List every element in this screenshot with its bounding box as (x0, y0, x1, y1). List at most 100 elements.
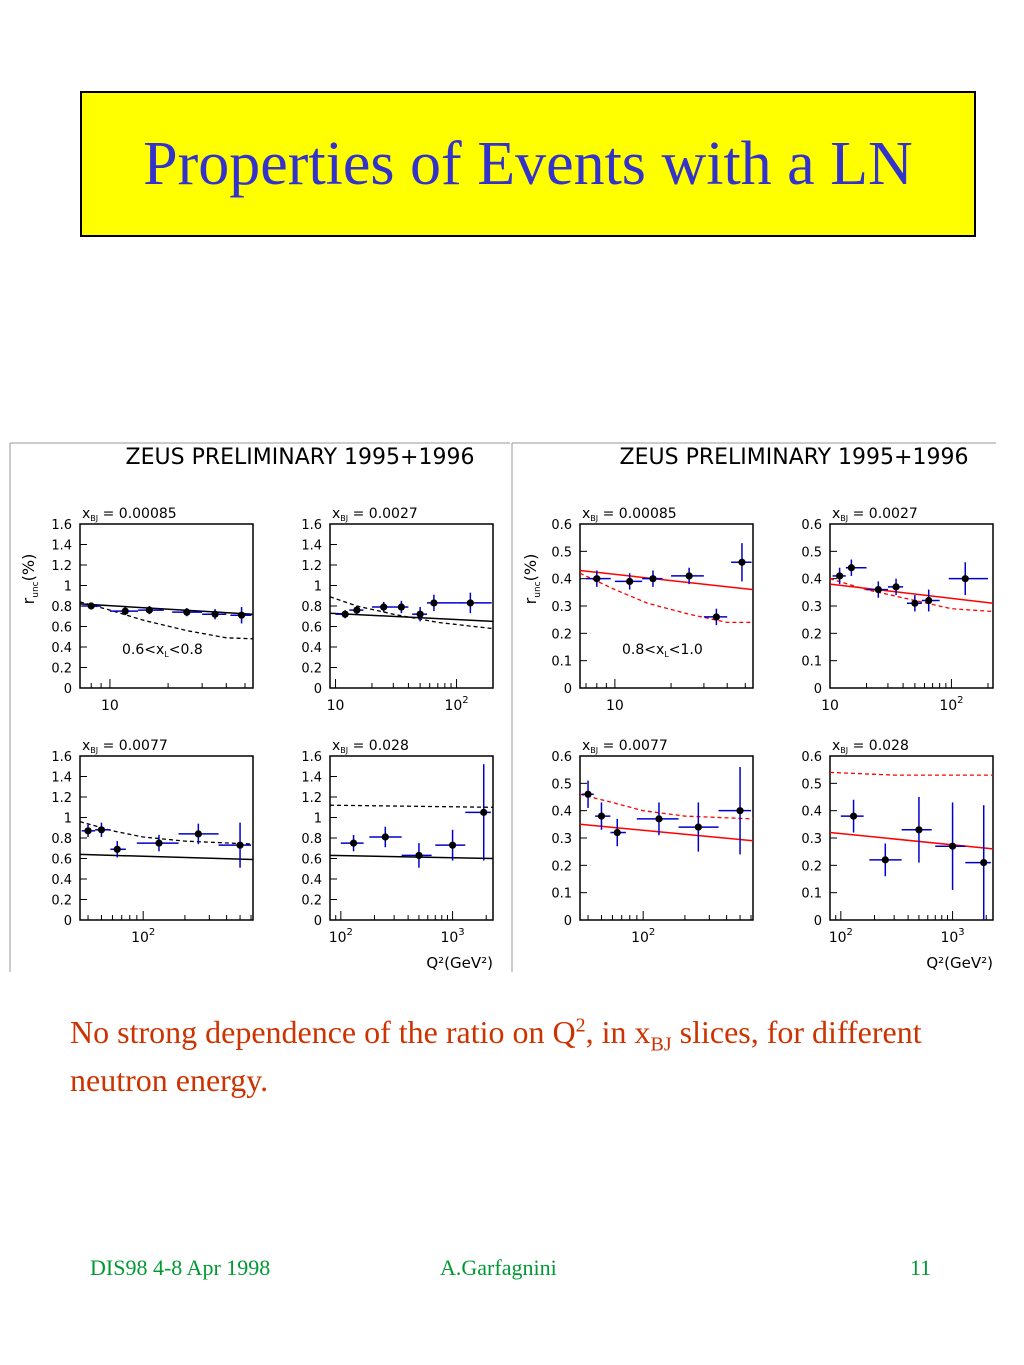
y-tick-label: 0.6 (801, 750, 822, 765)
y-tick-label: 0.6 (51, 621, 72, 636)
model-dashed-line (579, 793, 754, 820)
data-point (353, 606, 361, 614)
model-solid-line (829, 583, 994, 605)
y-tick-label: 0.4 (801, 805, 822, 820)
data-point (381, 833, 389, 841)
y-tick-label: 0.3 (801, 600, 822, 615)
y-tick-label: 0.8 (51, 832, 72, 847)
data-point (416, 610, 424, 618)
panel-frame (829, 523, 994, 689)
y-tick-label: 1 (314, 812, 322, 827)
panel-3: xBJ = 0.0077 0 0.2 0.4 0.6 0.8 1 1.2 1.4 1.6 102 (51, 738, 254, 946)
data-point (584, 790, 592, 798)
y-tick-label: 1.4 (301, 539, 322, 554)
data-point (341, 610, 349, 618)
data-point (597, 812, 606, 820)
data-point (881, 856, 889, 864)
x-tick-label: 102 (829, 927, 853, 946)
data-point (415, 851, 423, 860)
model-dashed-line (329, 596, 494, 630)
data-point (980, 859, 988, 867)
y-tick-label: 0.2 (801, 859, 822, 874)
x-tick-label: 102 (329, 927, 353, 946)
panel-2: xBJ = 0.0027 0 0.2 0.4 0.6 0.8 1 1.2 1.4 1.6 10 102 (301, 506, 494, 714)
y-axis-label: runc(%) (19, 554, 41, 605)
data-point (430, 599, 438, 607)
caption-text-1: No strong dependence of the ratio on Q (70, 1014, 576, 1050)
y-tick-label: 1.2 (51, 559, 72, 574)
y-tick-label: 1 (314, 580, 322, 595)
data-point (892, 583, 900, 591)
model-solid-line (579, 823, 754, 842)
panel-4: xBJ = 0.028 0 0.1 0.2 0.3 0.4 0.5 0.6 102 103 (801, 738, 994, 946)
data-point (849, 812, 858, 820)
y-tick-label: 0.4 (51, 641, 72, 656)
y-tick-label: 1.6 (301, 518, 322, 533)
data-point (211, 610, 219, 618)
footer-author: A.Garfagnini (440, 1255, 557, 1280)
model-dashed-line (79, 601, 254, 640)
model-dashed-line (829, 771, 993, 776)
y-axis-label: runc(%) (521, 554, 543, 605)
data-point (113, 845, 121, 853)
data-point (961, 575, 969, 583)
model-dashed-line (329, 804, 494, 808)
x-tick-label: 102 (631, 927, 655, 946)
y-tick-label: 0.1 (801, 887, 822, 902)
y-tick-label: 0.8 (301, 600, 322, 615)
y-tick-label: 0.3 (551, 600, 572, 615)
model-solid-line (829, 831, 994, 850)
data-point (84, 827, 92, 835)
y-tick-label: 0.5 (801, 545, 822, 560)
y-tick-label: 1.4 (51, 771, 72, 786)
data-point (593, 575, 601, 583)
panel-3: xBJ = 0.0077 0 0.1 0.2 0.3 0.4 0.5 0.6 102 (551, 738, 754, 946)
y-tick-label: 0.1 (801, 655, 822, 670)
y-tick-label: 0.6 (801, 518, 822, 533)
data-point (649, 575, 657, 583)
y-tick-label: 0.4 (301, 873, 322, 888)
panel-label: xBJ = 0.0077 (82, 738, 168, 755)
data-point (613, 828, 621, 837)
data-point (237, 611, 246, 619)
y-tick-label: 0.2 (551, 859, 572, 874)
y-tick-label: 0.4 (51, 873, 72, 888)
page-title: Properties of Events with a LN (143, 129, 913, 198)
panel-1: xBJ = 0.00085 0 0.1 0.2 0.3 0.4 0.5 0.6 10 0.8<xL… (551, 506, 754, 714)
y-tick-label: 1 (64, 580, 72, 595)
data-point (911, 599, 919, 607)
caption-text-2: , in x (585, 1014, 651, 1050)
y-tick-label: 1.2 (51, 791, 72, 806)
panel-annotation: 0.6<xL<0.8 (122, 642, 203, 659)
footer-page-number: 11 (910, 1255, 932, 1280)
data-point (466, 599, 474, 607)
y-tick-label: 0.2 (301, 894, 322, 909)
x-axis-label: Q²(GeV²) (426, 954, 493, 972)
x-tick-label: 102 (939, 695, 963, 714)
x-tick-label: 10 (101, 698, 119, 714)
data-point (236, 841, 244, 849)
data-point (448, 841, 457, 849)
data-point (736, 807, 744, 815)
data-point (626, 577, 634, 585)
panel-annotation: 0.8<xL<1.0 (622, 642, 703, 659)
data-point (836, 572, 844, 580)
data-point (121, 607, 129, 615)
data-point (480, 808, 488, 816)
data-point (87, 602, 95, 610)
y-tick-label: 0.6 (551, 518, 572, 533)
y-tick-label: 1.6 (51, 750, 72, 765)
y-tick-label: 0.2 (801, 627, 822, 642)
y-tick-label: 0.2 (301, 662, 322, 677)
panel-label: xBJ = 0.028 (332, 738, 409, 755)
data-point (712, 613, 720, 621)
panel-label: xBJ = 0.00085 (82, 506, 177, 523)
y-tick-label: 0.5 (551, 777, 572, 792)
model-solid-line (79, 853, 254, 861)
y-tick-label: 0.8 (51, 600, 72, 615)
title-banner: Properties of Events with a LN (80, 91, 976, 237)
y-tick-label: 0.6 (301, 853, 322, 868)
y-tick-label: 0.3 (551, 832, 572, 847)
figure-title: ZEUS PRELIMINARY 1995+1996 (620, 445, 969, 470)
caption-text-3: slices, for different neutron energy. (70, 1014, 922, 1098)
